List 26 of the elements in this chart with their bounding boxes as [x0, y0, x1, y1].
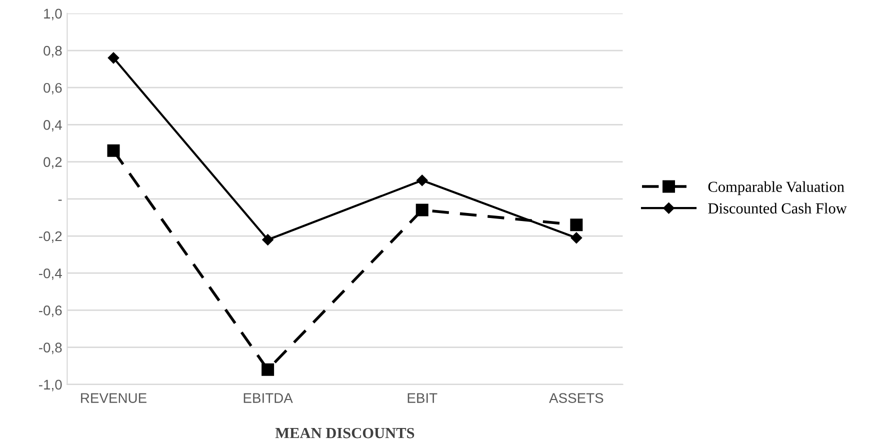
- legend-label: Discounted Cash Flow: [708, 202, 847, 214]
- legend-label: Comparable Valuation: [708, 181, 844, 196]
- point: [570, 232, 582, 244]
- y-tick-label: -0,8: [39, 342, 62, 354]
- y-tick-label: 1,0: [44, 8, 62, 20]
- point: [570, 218, 583, 232]
- x-tick-label: ASSETS: [549, 393, 604, 403]
- y-tick-label: -0,4: [39, 268, 62, 280]
- x-tick-label: REVENUE: [81, 393, 146, 403]
- y-tick-label: 0,8: [44, 46, 62, 58]
- y-tick-label: -0,2: [39, 231, 62, 243]
- x-axis-title: MEAN DISCOUNTS: [275, 428, 414, 438]
- y-tick-label: 0,2: [44, 157, 62, 169]
- point: [416, 174, 428, 186]
- y-tick-label: 0,4: [44, 120, 62, 132]
- point: [107, 144, 120, 157]
- x-tick-label: EBITDA: [244, 393, 293, 403]
- y-tick-label: 0,6: [44, 82, 62, 94]
- x-tick-label: EBIT: [408, 393, 438, 403]
- point: [262, 363, 274, 376]
- y-tick-label: -: [58, 200, 62, 201]
- point: [108, 52, 120, 64]
- y-tick-label: -0,6: [39, 306, 62, 318]
- point: [262, 234, 274, 246]
- point: [416, 204, 428, 216]
- y-tick-label: -1,0: [39, 380, 62, 392]
